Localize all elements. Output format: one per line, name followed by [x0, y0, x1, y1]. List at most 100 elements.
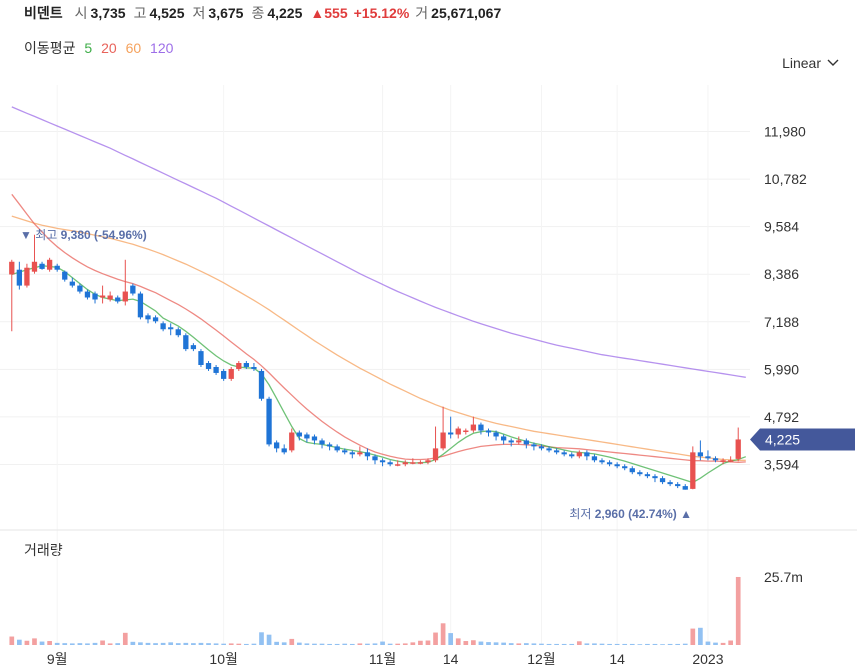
volume-bar	[448, 633, 454, 645]
volume-bar	[629, 643, 635, 645]
candle	[357, 446, 363, 457]
candle	[31, 234, 38, 274]
volume-bar	[9, 636, 15, 645]
candle-body	[198, 351, 204, 365]
candle	[243, 361, 250, 369]
candle-body	[395, 464, 401, 466]
candle	[69, 277, 75, 288]
volume-bar	[501, 642, 506, 645]
time-tick-label: 14	[443, 651, 459, 667]
volume-bar	[698, 627, 703, 645]
volume-bar	[342, 643, 348, 645]
scale-toggle-button[interactable]: Linear	[782, 55, 839, 71]
candle-body	[720, 460, 726, 462]
candle	[652, 474, 658, 483]
volume-bar	[259, 632, 264, 645]
candle-body	[243, 363, 250, 367]
volume-bar	[153, 643, 158, 645]
volume-bar	[395, 643, 401, 645]
volume-bar	[569, 643, 575, 645]
ma-legend-60[interactable]: 60	[125, 40, 142, 56]
candle-body	[228, 368, 234, 379]
volume-bar	[145, 642, 151, 645]
ma-legend-120[interactable]: 120	[150, 40, 174, 56]
candle	[236, 361, 242, 371]
volume-bar	[281, 642, 287, 645]
candle-body	[440, 432, 446, 449]
candle-body	[9, 261, 15, 275]
candle	[531, 442, 537, 451]
candle	[569, 452, 575, 459]
candle	[561, 450, 567, 457]
candle	[712, 456, 719, 463]
time-tick-label: 14	[609, 651, 625, 667]
candle-body	[569, 454, 575, 457]
volume-bar	[107, 643, 113, 645]
candle-body	[304, 434, 310, 439]
candle	[659, 476, 666, 485]
candle-body	[357, 452, 363, 455]
candle	[39, 261, 45, 270]
time-tick-label: 10월	[209, 651, 237, 667]
volume-bar	[122, 632, 128, 645]
volume-bar	[576, 641, 582, 645]
candle-body	[410, 462, 416, 464]
candle-body	[137, 293, 144, 318]
candle-body	[296, 432, 302, 437]
candle-body	[652, 476, 658, 479]
candle-body	[326, 444, 333, 447]
volume-bar	[69, 643, 75, 645]
candle	[705, 450, 711, 461]
volume-bar	[115, 643, 121, 645]
price-tick-label: 10,782	[764, 171, 807, 187]
volume-bar	[463, 641, 469, 645]
candle-body	[258, 370, 265, 399]
candle-body	[553, 450, 560, 453]
candle	[54, 263, 60, 272]
candle	[334, 444, 340, 453]
candle-body	[77, 285, 83, 292]
ma-legend-5[interactable]: 5	[84, 40, 93, 56]
low-value: 3,675	[208, 5, 244, 21]
ma-line-120	[11, 106, 746, 378]
candle-body	[319, 440, 325, 445]
volume-bar	[175, 643, 181, 645]
volume-bar	[357, 643, 363, 645]
candle	[16, 261, 22, 290]
volume-bar	[130, 641, 136, 645]
current-price-tag-shape	[750, 428, 855, 451]
candle-body	[629, 468, 635, 473]
candle	[107, 291, 113, 302]
candle-body	[62, 271, 68, 280]
volume-bar	[191, 643, 196, 645]
volume-bar	[168, 642, 174, 645]
ma-legend-20[interactable]: 20	[101, 40, 117, 56]
candle-body	[236, 363, 242, 369]
quote-header: 비덴트 시 3,735 고 4,525 저 3,675 종 4,225 ▲555…	[24, 3, 509, 23]
candle	[205, 361, 212, 371]
volume-bar	[486, 642, 491, 645]
volume-bar	[561, 643, 567, 645]
candle	[311, 434, 318, 445]
candle	[432, 426, 439, 463]
candle	[175, 327, 181, 338]
candle-body	[485, 430, 492, 433]
candle	[183, 333, 189, 352]
candle	[266, 396, 272, 447]
candle	[9, 259, 15, 332]
candle-body	[516, 440, 522, 443]
candle	[417, 460, 424, 465]
candle	[697, 440, 704, 461]
candle-body	[16, 269, 22, 286]
candle	[644, 472, 651, 479]
chevron-down-icon	[827, 59, 839, 66]
candle-body	[349, 452, 355, 455]
candle-body	[183, 335, 189, 350]
candle	[493, 430, 499, 441]
volume-bar	[372, 643, 378, 645]
volume-bar	[221, 643, 227, 645]
price-tick-label: 3,594	[764, 457, 799, 473]
candle	[538, 444, 545, 451]
candle	[319, 438, 325, 449]
